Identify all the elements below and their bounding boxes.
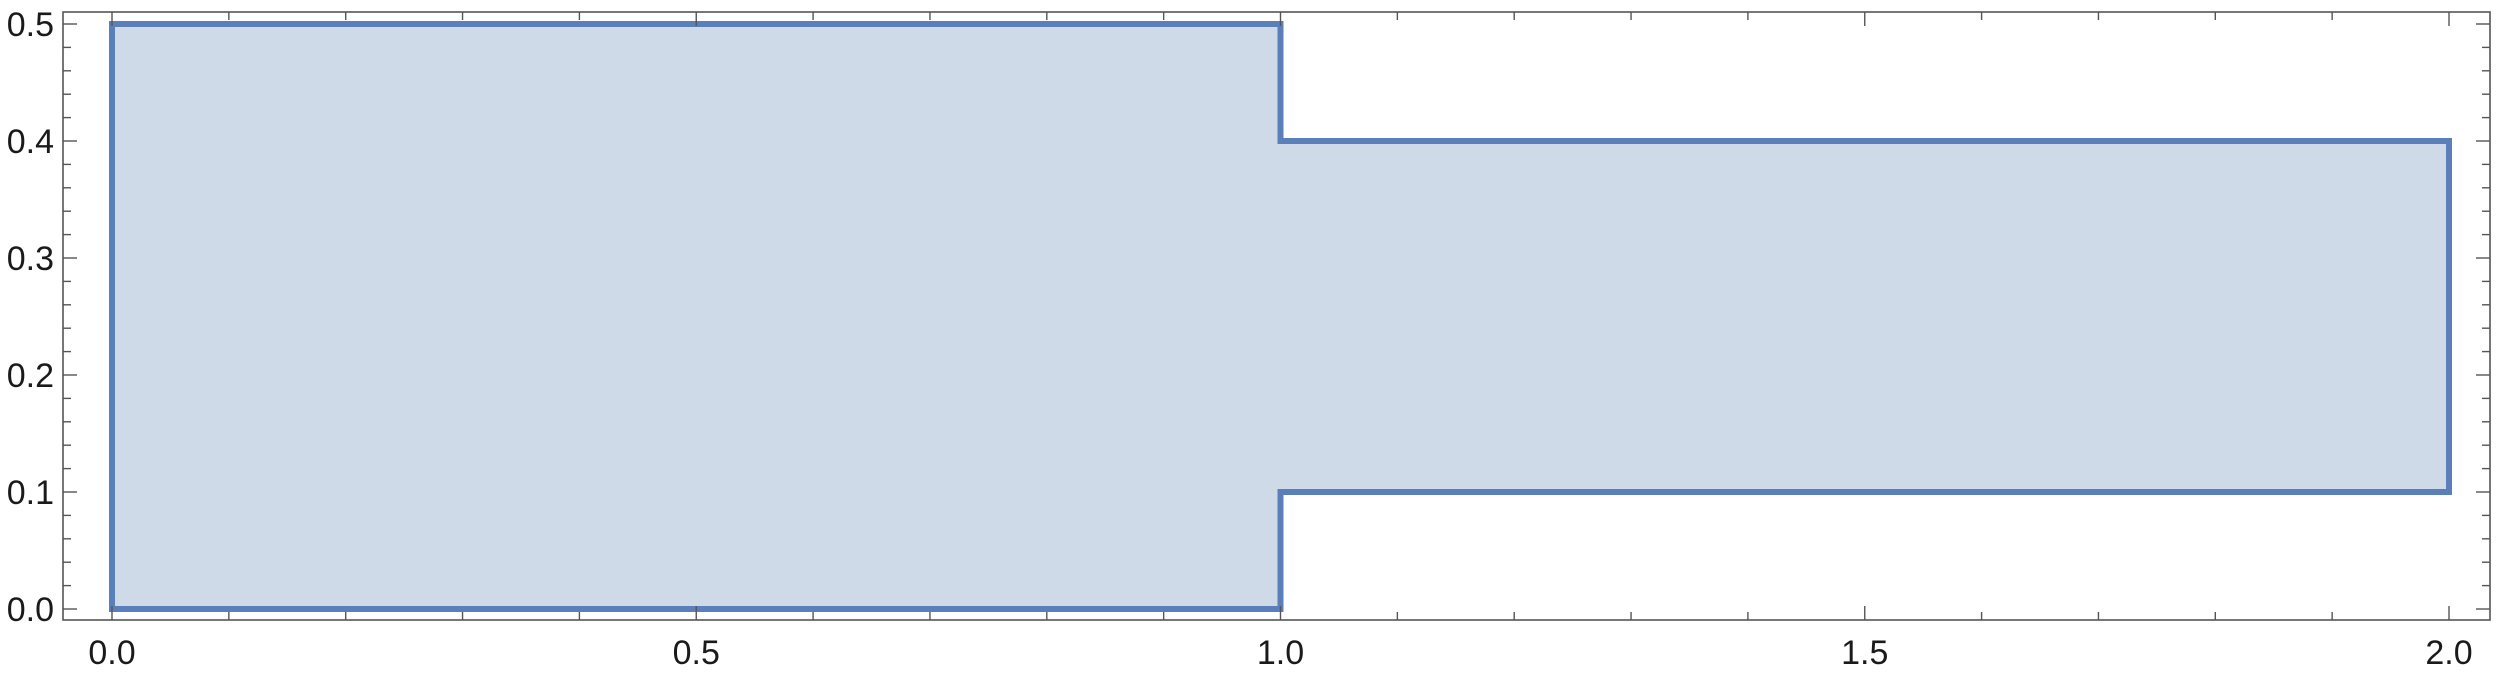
region-polygon-0: [109, 21, 2452, 612]
y-tick-label: 0.4: [7, 123, 54, 161]
tick-labels: 0.0 0.5 1.0 1.5 2.0 0.0 0.1 0.2 0.3 0.4 0.5: [7, 6, 2473, 672]
x-tick-label: 1.5: [1841, 634, 1888, 672]
plot-area: [109, 21, 2452, 612]
x-tick-label: 0.5: [673, 634, 720, 672]
x-tick-label: 1.0: [1257, 634, 1304, 672]
y-tick-label: 0.1: [7, 474, 54, 512]
x-tick-label: 2.0: [2425, 634, 2472, 672]
y-tick-label: 0.2: [7, 357, 54, 395]
y-tick-label: 0.0: [7, 591, 54, 629]
axis-ticks: [63, 12, 2490, 620]
plot-frame: [62, 11, 2491, 621]
x-tick-label: 0.0: [88, 634, 135, 672]
y-tick-label: 0.3: [7, 240, 54, 278]
y-tick-label: 0.5: [7, 6, 54, 44]
